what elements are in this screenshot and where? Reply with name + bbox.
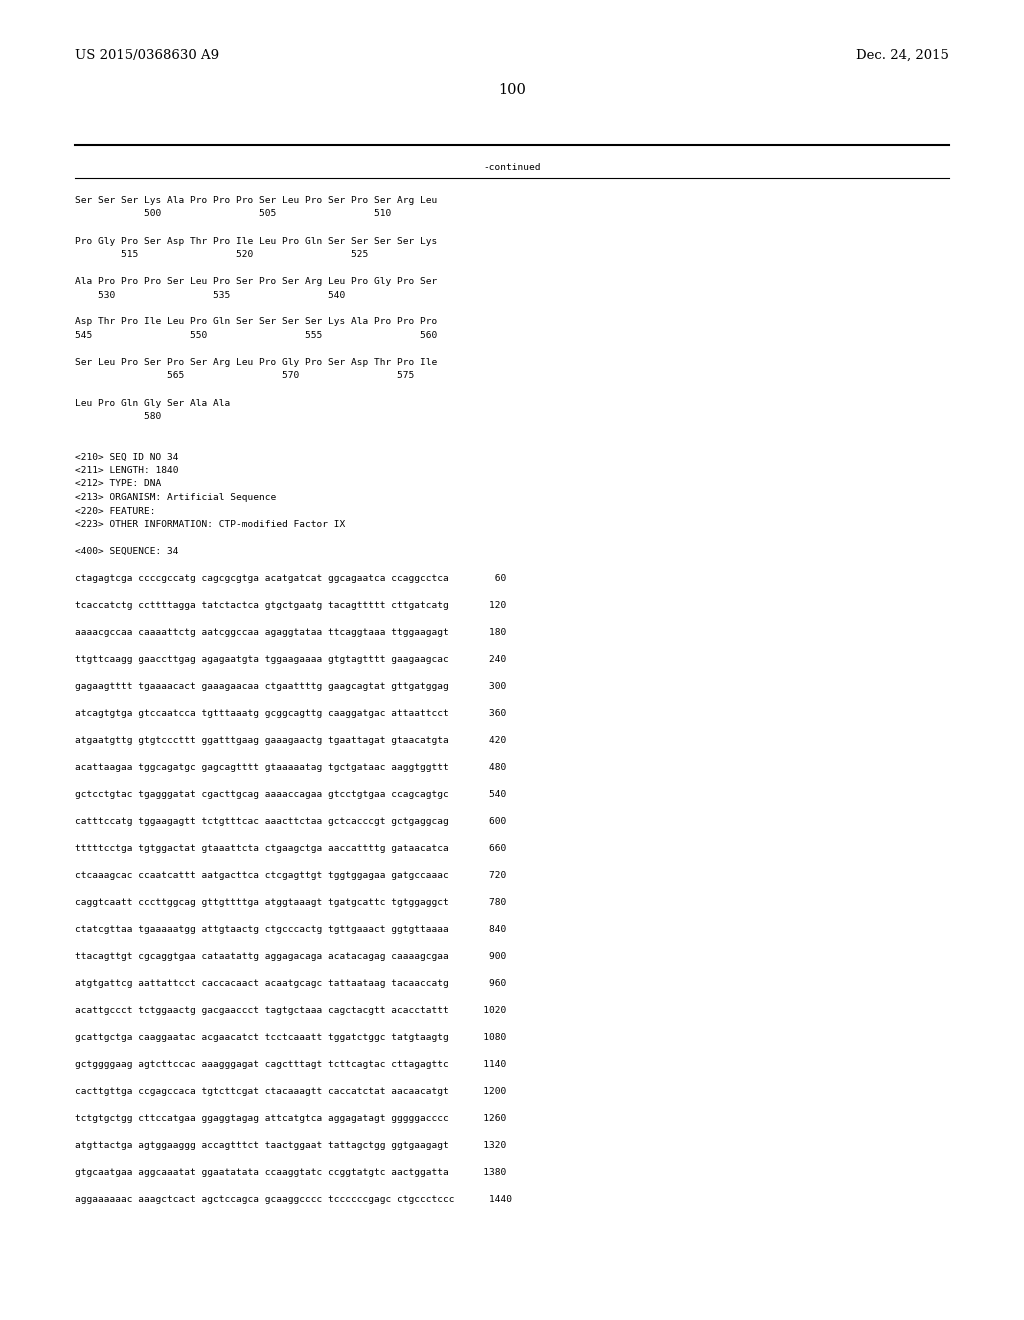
- Text: Leu Pro Gln Gly Ser Ala Ala: Leu Pro Gln Gly Ser Ala Ala: [75, 399, 230, 408]
- Text: <210> SEQ ID NO 34: <210> SEQ ID NO 34: [75, 453, 178, 462]
- Text: 100: 100: [498, 83, 526, 96]
- Text: Ala Pro Pro Pro Ser Leu Pro Ser Pro Ser Arg Leu Pro Gly Pro Ser: Ala Pro Pro Pro Ser Leu Pro Ser Pro Ser …: [75, 277, 437, 286]
- Text: gagaagtttt tgaaaacact gaaagaacaa ctgaattttg gaagcagtat gttgatggag       300: gagaagtttt tgaaaacact gaaagaacaa ctgaatt…: [75, 682, 506, 690]
- Text: tctgtgctgg cttccatgaa ggaggtagag attcatgtca aggagatagt gggggacccc      1260: tctgtgctgg cttccatgaa ggaggtagag attcatg…: [75, 1114, 506, 1123]
- Text: ctatcgttaa tgaaaaatgg attgtaactg ctgcccactg tgttgaaact ggtgttaaaa       840: ctatcgttaa tgaaaaatgg attgtaactg ctgccca…: [75, 925, 506, 935]
- Text: -continued: -continued: [483, 164, 541, 173]
- Text: catttccatg tggaagagtt tctgtttcac aaacttctaa gctcacccgt gctgaggcag       600: catttccatg tggaagagtt tctgtttcac aaacttc…: [75, 817, 506, 826]
- Text: 580: 580: [75, 412, 161, 421]
- Text: atcagtgtga gtccaatcca tgtttaaatg gcggcagttg caaggatgac attaattcct       360: atcagtgtga gtccaatcca tgtttaaatg gcggcag…: [75, 709, 506, 718]
- Text: ttgttcaagg gaaccttgag agagaatgta tggaagaaaa gtgtagtttt gaagaagcac       240: ttgttcaagg gaaccttgag agagaatgta tggaaga…: [75, 655, 506, 664]
- Text: 545                 550                 555                 560: 545 550 555 560: [75, 331, 437, 341]
- Text: aaaacgccaa caaaattctg aatcggccaa agaggtataa ttcaggtaaa ttggaagagt       180: aaaacgccaa caaaattctg aatcggccaa agaggta…: [75, 628, 506, 638]
- Text: ctcaaagcac ccaatcattt aatgacttca ctcgagttgt tggtggagaa gatgccaaac       720: ctcaaagcac ccaatcattt aatgacttca ctcgagt…: [75, 871, 506, 880]
- Text: gtgcaatgaa aggcaaatat ggaatatata ccaaggtatc ccggtatgtc aactggatta      1380: gtgcaatgaa aggcaaatat ggaatatata ccaaggt…: [75, 1168, 506, 1177]
- Text: Ser Leu Pro Ser Pro Ser Arg Leu Pro Gly Pro Ser Asp Thr Pro Ile: Ser Leu Pro Ser Pro Ser Arg Leu Pro Gly …: [75, 358, 437, 367]
- Text: 515                 520                 525: 515 520 525: [75, 249, 369, 259]
- Text: 565                 570                 575: 565 570 575: [75, 371, 415, 380]
- Text: atgtgattcg aattattcct caccacaact acaatgcagc tattaataag tacaaccatg       960: atgtgattcg aattattcct caccacaact acaatgc…: [75, 979, 506, 987]
- Text: atgaatgttg gtgtcccttt ggatttgaag gaaagaactg tgaattagat gtaacatgta       420: atgaatgttg gtgtcccttt ggatttgaag gaaagaa…: [75, 737, 506, 744]
- Text: acattaagaa tggcagatgc gagcagtttt gtaaaaatag tgctgataac aaggtggttt       480: acattaagaa tggcagatgc gagcagtttt gtaaaaa…: [75, 763, 506, 772]
- Text: 500                 505                 510: 500 505 510: [75, 210, 391, 219]
- Text: caggtcaatt cccttggcag gttgttttga atggtaaagt tgatgcattc tgtggaggct       780: caggtcaatt cccttggcag gttgttttga atggtaa…: [75, 898, 506, 907]
- Text: tttttcctga tgtggactat gtaaattcta ctgaagctga aaccattttg gataacatca       660: tttttcctga tgtggactat gtaaattcta ctgaagc…: [75, 843, 506, 853]
- Text: <400> SEQUENCE: 34: <400> SEQUENCE: 34: [75, 546, 178, 556]
- Text: 530                 535                 540: 530 535 540: [75, 290, 345, 300]
- Text: <211> LENGTH: 1840: <211> LENGTH: 1840: [75, 466, 178, 475]
- Text: <212> TYPE: DNA: <212> TYPE: DNA: [75, 479, 161, 488]
- Text: Pro Gly Pro Ser Asp Thr Pro Ile Leu Pro Gln Ser Ser Ser Ser Lys: Pro Gly Pro Ser Asp Thr Pro Ile Leu Pro …: [75, 236, 437, 246]
- Text: Dec. 24, 2015: Dec. 24, 2015: [856, 49, 949, 62]
- Text: atgttactga agtggaaggg accagtttct taactggaat tattagctgg ggtgaagagt      1320: atgttactga agtggaaggg accagtttct taactgg…: [75, 1140, 506, 1150]
- Text: Asp Thr Pro Ile Leu Pro Gln Ser Ser Ser Ser Lys Ala Pro Pro Pro: Asp Thr Pro Ile Leu Pro Gln Ser Ser Ser …: [75, 318, 437, 326]
- Text: tcaccatctg ccttttagga tatctactca gtgctgaatg tacagttttt cttgatcatg       120: tcaccatctg ccttttagga tatctactca gtgctga…: [75, 601, 506, 610]
- Text: US 2015/0368630 A9: US 2015/0368630 A9: [75, 49, 219, 62]
- Text: <220> FEATURE:: <220> FEATURE:: [75, 507, 156, 516]
- Text: gctcctgtac tgagggatat cgacttgcag aaaaccagaa gtcctgtgaa ccagcagtgc       540: gctcctgtac tgagggatat cgacttgcag aaaacca…: [75, 789, 506, 799]
- Text: gcattgctga caaggaatac acgaacatct tcctcaaatt tggatctggc tatgtaagtg      1080: gcattgctga caaggaatac acgaacatct tcctcaa…: [75, 1034, 506, 1041]
- Text: gctggggaag agtcttccac aaagggagat cagctttagt tcttcagtac cttagagttc      1140: gctggggaag agtcttccac aaagggagat cagcttt…: [75, 1060, 506, 1069]
- Text: ctagagtcga ccccgccatg cagcgcgtga acatgatcat ggcagaatca ccaggcctca        60: ctagagtcga ccccgccatg cagcgcgtga acatgat…: [75, 574, 506, 583]
- Text: <213> ORGANISM: Artificial Sequence: <213> ORGANISM: Artificial Sequence: [75, 492, 276, 502]
- Text: acattgccct tctggaactg gacgaaccct tagtgctaaa cagctacgtt acacctattt      1020: acattgccct tctggaactg gacgaaccct tagtgct…: [75, 1006, 506, 1015]
- Text: aggaaaaaac aaagctcact agctccagca gcaaggcccc tccccccgagc ctgccctccc      1440: aggaaaaaac aaagctcact agctccagca gcaaggc…: [75, 1195, 512, 1204]
- Text: Ser Ser Ser Lys Ala Pro Pro Pro Ser Leu Pro Ser Pro Ser Arg Leu: Ser Ser Ser Lys Ala Pro Pro Pro Ser Leu …: [75, 195, 437, 205]
- Text: ttacagttgt cgcaggtgaa cataatattg aggagacaga acatacagag caaaagcgaa       900: ttacagttgt cgcaggtgaa cataatattg aggagac…: [75, 952, 506, 961]
- Text: cacttgttga ccgagccaca tgtcttcgat ctacaaagtt caccatctat aacaacatgt      1200: cacttgttga ccgagccaca tgtcttcgat ctacaaa…: [75, 1086, 506, 1096]
- Text: <223> OTHER INFORMATION: CTP-modified Factor IX: <223> OTHER INFORMATION: CTP-modified Fa…: [75, 520, 345, 529]
